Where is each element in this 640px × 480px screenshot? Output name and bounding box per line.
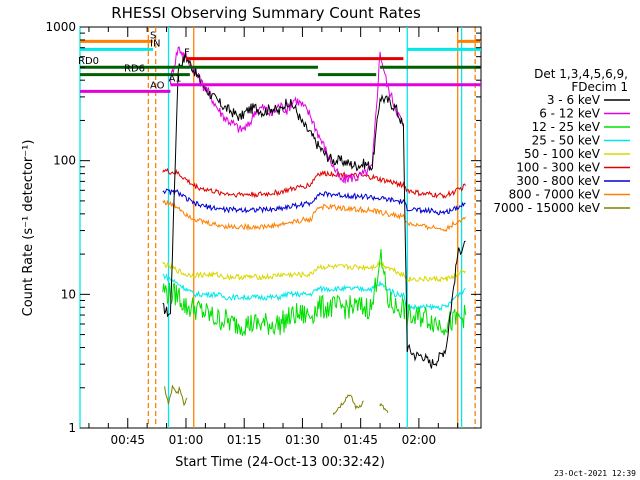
series-layer xyxy=(162,46,466,416)
x-axis-label: Start Time (24-Oct-13 00:32:42) xyxy=(175,455,385,470)
legend-entry-label: 800 - 7000 keV xyxy=(509,188,601,202)
series-300-800-kev xyxy=(162,188,466,216)
legend-entry-label: 50 - 100 keV xyxy=(524,147,601,161)
x-tick-label: 01:00 xyxy=(169,433,204,447)
legend-entry-label: 25 - 50 keV xyxy=(532,134,601,148)
series-12-25-kev xyxy=(162,248,466,336)
flag-label-a1: A1 xyxy=(168,74,181,85)
x-tick-label: 01:45 xyxy=(343,433,378,447)
legend-entry-label: 12 - 25 keV xyxy=(532,120,601,134)
chart-title: RHESSI Observing Summary Count Rates xyxy=(111,4,421,22)
series-3-6-kev xyxy=(162,54,466,369)
legend-header: Det 1,3,4,5,6,9, xyxy=(534,67,628,81)
render-timestamp: 23-Oct-2021 12:39 xyxy=(554,469,636,478)
x-tick-label: 02:00 xyxy=(402,433,437,447)
flag-label-rd0: RD0 xyxy=(78,56,99,67)
legend-entry-label: 300 - 800 keV xyxy=(516,174,600,188)
legend-entry-label: 7000 - 15000 keV xyxy=(493,201,600,215)
series-800-7000-kev xyxy=(162,199,466,233)
y-tick-label: 10 xyxy=(61,287,76,301)
axis-layer: 1 10 100 1000 00:45 01:00 01:15 01:30 01:45 02:00 xyxy=(45,20,481,447)
y-tick-label: 1 xyxy=(68,421,76,435)
x-tick-label: 00:45 xyxy=(110,433,145,447)
y-axis-label: Count Rate (s⁻¹ detector⁻¹) xyxy=(21,140,36,317)
series-100-300-kev xyxy=(162,167,466,199)
flag-label-ao: AO xyxy=(150,80,165,91)
series-25-50-kev xyxy=(162,273,466,312)
y-tick-label: 100 xyxy=(53,154,76,168)
plot-frame xyxy=(79,26,482,429)
flag-label-f: F xyxy=(184,48,190,59)
legend-entry-label: 100 - 300 keV xyxy=(516,161,600,175)
x-tick-label: 01:15 xyxy=(227,433,262,447)
legend-entry-label: 6 - 12 keV xyxy=(539,107,601,121)
series-7000-15000-kev xyxy=(164,384,389,416)
event-lines xyxy=(79,27,476,428)
legend-entry-label: 3 - 6 keV xyxy=(547,93,601,107)
x-tick-label: 01:30 xyxy=(285,433,320,447)
series-50-100-kev xyxy=(162,260,466,283)
legend-header: FDecim 1 xyxy=(571,80,628,94)
flag-label-rd6: RD6 xyxy=(124,64,145,75)
y-tick-label: 1000 xyxy=(45,20,76,34)
flag-label-in: IN xyxy=(150,38,160,49)
flag-label-s: S xyxy=(150,30,156,41)
